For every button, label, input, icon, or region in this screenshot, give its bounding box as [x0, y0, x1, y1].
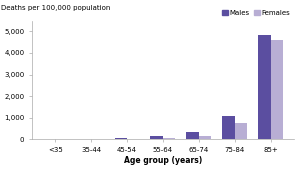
Bar	[150, 136, 163, 139]
Bar	[258, 35, 271, 139]
Bar	[222, 116, 235, 139]
Legend: Males, Females: Males, Females	[222, 10, 290, 16]
X-axis label: Age group (years): Age group (years)	[124, 156, 202, 165]
Bar	[163, 138, 176, 139]
Text: Deaths per 100,000 population: Deaths per 100,000 population	[1, 5, 110, 11]
Bar	[114, 138, 127, 139]
Bar	[186, 132, 199, 139]
Bar	[199, 136, 211, 139]
Bar	[235, 123, 247, 139]
Bar	[271, 40, 283, 139]
